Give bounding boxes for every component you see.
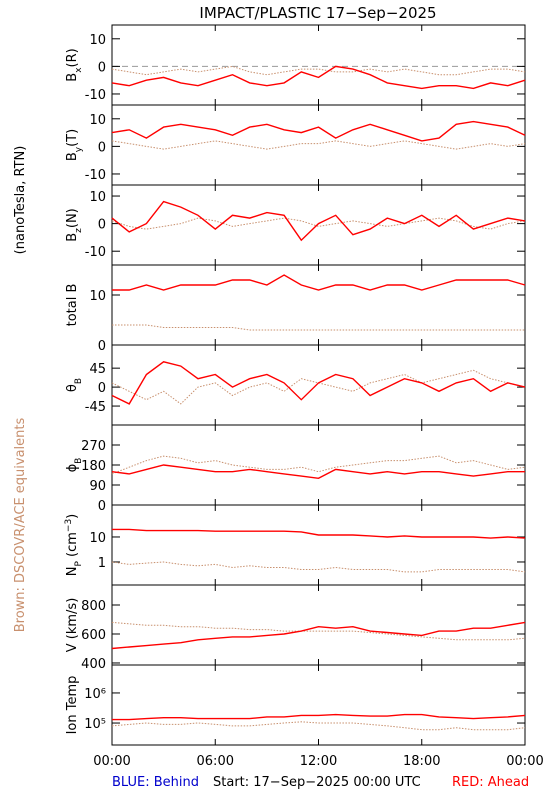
y-axis-label-part: total B	[65, 284, 80, 327]
y-axis-label-part: (N)	[65, 208, 80, 228]
x-tick-label: 12:00	[300, 754, 337, 769]
series-line	[111, 140, 526, 150]
y-tick-label: -10	[85, 245, 106, 260]
y-axis-label: Ion Temp	[65, 676, 80, 735]
y-axis-label: ϕB	[65, 458, 84, 473]
y-tick-label: 10	[89, 190, 106, 205]
y-axis-label: V (km/s)	[65, 598, 80, 653]
y-tick-label: 45	[89, 362, 106, 377]
series-line	[111, 200, 526, 242]
panel-frame	[111, 104, 526, 186]
x-tick-label: 00:00	[506, 754, 543, 769]
y-axis-label-part: x	[74, 67, 84, 73]
y-tick-label: 0	[98, 499, 106, 514]
series-line	[111, 621, 526, 650]
y-tick-label: 800	[81, 599, 106, 614]
y-tick-label: 0	[98, 218, 106, 233]
y-axis-label-part: (T)	[65, 129, 80, 147]
series-line	[112, 713, 526, 721]
y-axis-label: Bz(N)	[65, 208, 84, 242]
panel-frame	[111, 24, 526, 106]
y-axis-label-part: )	[65, 514, 80, 519]
series-line	[111, 361, 526, 405]
panel-frame	[111, 664, 526, 746]
unit-label: (nanoTesla, RTN)	[13, 146, 28, 255]
y-tick-label: 0	[98, 140, 106, 155]
series-line	[111, 455, 526, 475]
series-line	[111, 621, 526, 641]
y-tick-label: 270	[81, 439, 106, 454]
y-axis-label: θB	[65, 378, 84, 392]
y-tick-label: 10	[89, 113, 106, 128]
x-tick-label: 18:00	[403, 754, 440, 769]
y-axis-label: Bx(R)	[65, 48, 84, 81]
y-axis-label-part: z	[74, 228, 84, 233]
chart-title: IMPACT/PLASTIC 17−Sep−2025	[199, 4, 436, 22]
y-axis-label-part: θ	[65, 384, 80, 392]
y-axis-label: NP (cm−3)	[64, 514, 84, 577]
y-axis-label-part: V (km/s)	[65, 598, 80, 653]
panel-frame	[111, 504, 526, 586]
y-axis-label-part: (R)	[65, 48, 80, 67]
y-axis-label-part: B	[65, 233, 80, 242]
legend-behind: BLUE: Behind	[112, 775, 199, 790]
y-tick-label: 0	[98, 60, 106, 75]
series-line	[111, 464, 525, 480]
y-axis-label: By(T)	[65, 129, 84, 161]
series-line	[112, 324, 525, 331]
y-tick-label: 0	[98, 339, 106, 354]
y-tick-label: 600	[81, 628, 106, 643]
series-line	[112, 274, 526, 291]
y-tick-label: 10	[89, 33, 106, 48]
x-tick-label: 00:00	[93, 754, 130, 769]
y-axis-label-part: (cm	[65, 532, 80, 561]
y-axis-label-part: Ion Temp	[65, 676, 80, 735]
brown-note: Brown: DSCOVR/ACE equivalents	[13, 418, 28, 633]
y-tick-label: 180	[81, 459, 106, 474]
series-line	[111, 561, 526, 573]
y-tick-label: -10	[85, 168, 106, 183]
y-axis-label-part: B	[65, 152, 80, 161]
start-label: Start: 17−Sep−2025 00:00 UTC	[213, 775, 421, 790]
series-line	[112, 528, 526, 539]
y-tick-label: 10	[89, 531, 106, 546]
series-line	[111, 217, 526, 230]
y-tick-label: 0	[98, 381, 106, 396]
y-axis-label-part: B	[65, 73, 80, 82]
y-axis-label-part: y	[74, 146, 84, 152]
y-axis-label-part: B	[74, 458, 84, 464]
y-tick-label: 90	[89, 479, 106, 494]
series-line	[111, 65, 526, 90]
series-line	[111, 369, 526, 405]
y-axis-label-part: −3	[64, 519, 74, 532]
y-tick-label: 10⁶	[84, 687, 106, 702]
y-axis-label-part: ϕ	[65, 464, 80, 473]
y-tick-label: 1	[98, 556, 106, 571]
legend-ahead: RED: Ahead	[452, 775, 529, 790]
panel-frame	[111, 424, 526, 506]
y-axis-label: total B	[65, 284, 80, 327]
panel-frame	[111, 584, 526, 666]
y-axis-label-part: N	[65, 567, 80, 577]
y-tick-label: -45	[85, 400, 106, 415]
series-line	[111, 120, 526, 142]
x-tick-label: 06:00	[197, 754, 234, 769]
panel-frame	[111, 344, 526, 426]
y-tick-label: 400	[81, 657, 106, 672]
series-line	[111, 65, 526, 76]
series-line	[111, 721, 526, 731]
y-axis-label-part: P	[74, 561, 84, 567]
panel-frame	[111, 264, 526, 346]
y-tick-label: -10	[85, 88, 106, 103]
y-tick-label: 10	[89, 289, 106, 304]
y-axis-label-part: B	[74, 378, 84, 384]
y-tick-label: 10⁵	[84, 717, 106, 732]
